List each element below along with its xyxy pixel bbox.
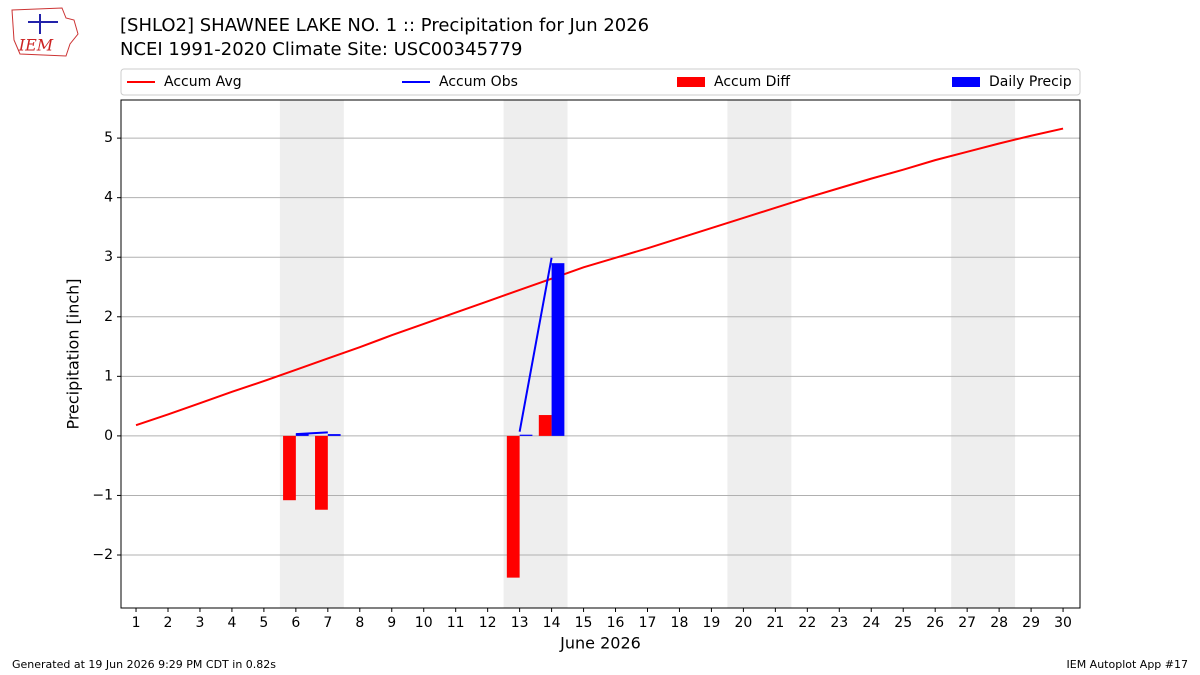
x-tick-label: 10 (415, 615, 433, 631)
legend-swatch (677, 77, 705, 87)
x-tick-label: 8 (355, 615, 364, 631)
legend-box (120, 68, 1081, 96)
y-tick-label: 1 (104, 368, 113, 384)
x-tick-label: 6 (291, 615, 300, 631)
y-tick-label: −2 (92, 547, 113, 563)
logo: IEM (11, 7, 79, 57)
x-tick-label: 29 (1022, 615, 1040, 631)
bar (519, 434, 533, 436)
weekend-shade (727, 100, 792, 608)
x-tick-label: 26 (926, 615, 944, 631)
weekend-shade (279, 100, 344, 608)
x-tick-label: 11 (447, 615, 465, 631)
y-tick-label: 0 (104, 428, 113, 444)
x-tick-label: 2 (164, 615, 173, 631)
x-tick-label: 4 (227, 615, 236, 631)
y-tick-label: −1 (92, 487, 113, 503)
legend-label: Daily Precip (989, 74, 1072, 90)
bar (295, 434, 309, 436)
x-tick-label: 13 (511, 615, 529, 631)
x-tick-label: 27 (958, 615, 976, 631)
x-tick-label: 28 (990, 615, 1008, 631)
legend-label: Accum Diff (714, 74, 790, 90)
x-tick-label: 17 (639, 615, 657, 631)
bar (551, 263, 565, 436)
x-tick-label: 21 (766, 615, 784, 631)
bar (506, 435, 520, 578)
bar (283, 435, 296, 501)
x-tick-label: 24 (862, 615, 880, 631)
x-tick-label: 25 (894, 615, 912, 631)
x-tick-label: 18 (671, 615, 689, 631)
x-tick-label: 23 (830, 615, 848, 631)
legend-label: Accum Obs (439, 74, 518, 90)
y-tick-label: 3 (104, 249, 113, 265)
x-tick-label: 15 (575, 615, 593, 631)
line (295, 257, 553, 436)
x-tick-label: 12 (479, 615, 497, 631)
x-tick-label: 30 (1054, 615, 1072, 631)
y-tick-label: 5 (104, 130, 113, 146)
x-tick-label: 1 (132, 615, 141, 631)
legend-label: Accum Avg (164, 74, 242, 90)
weekend-shade (951, 100, 1016, 608)
logo-text: IEM (18, 36, 54, 55)
plot-frame (120, 99, 1081, 609)
footer-left: Generated at 19 Jun 2026 9:29 PM CDT in … (12, 658, 276, 671)
legend-swatch (952, 77, 980, 87)
line (135, 127, 1064, 427)
x-tick-label: 20 (734, 615, 752, 631)
y-axis-label: Precipitation [inch] (64, 278, 83, 429)
x-tick-label: 16 (607, 615, 625, 631)
x-tick-label: 14 (543, 615, 561, 631)
chart-subtitle: NCEI 1991-2020 Climate Site: USC00345779 (120, 39, 522, 60)
footer-right: IEM Autoplot App #17 (1067, 658, 1189, 671)
chart-title: [SHLO2] SHAWNEE LAKE NO. 1 :: Precipitat… (120, 15, 649, 36)
bar (327, 434, 341, 436)
x-axis-label: June 2026 (559, 634, 641, 653)
x-tick-label: 9 (387, 615, 396, 631)
y-tick-label: 4 (104, 190, 113, 206)
x-tick-label: 19 (703, 615, 721, 631)
x-tick-label: 5 (259, 615, 268, 631)
bar (315, 435, 328, 510)
x-tick-label: 22 (798, 615, 816, 631)
bar (538, 415, 552, 436)
x-tick-label: 7 (323, 615, 332, 631)
y-tick-label: 2 (104, 309, 113, 325)
x-tick-label: 3 (195, 615, 204, 631)
